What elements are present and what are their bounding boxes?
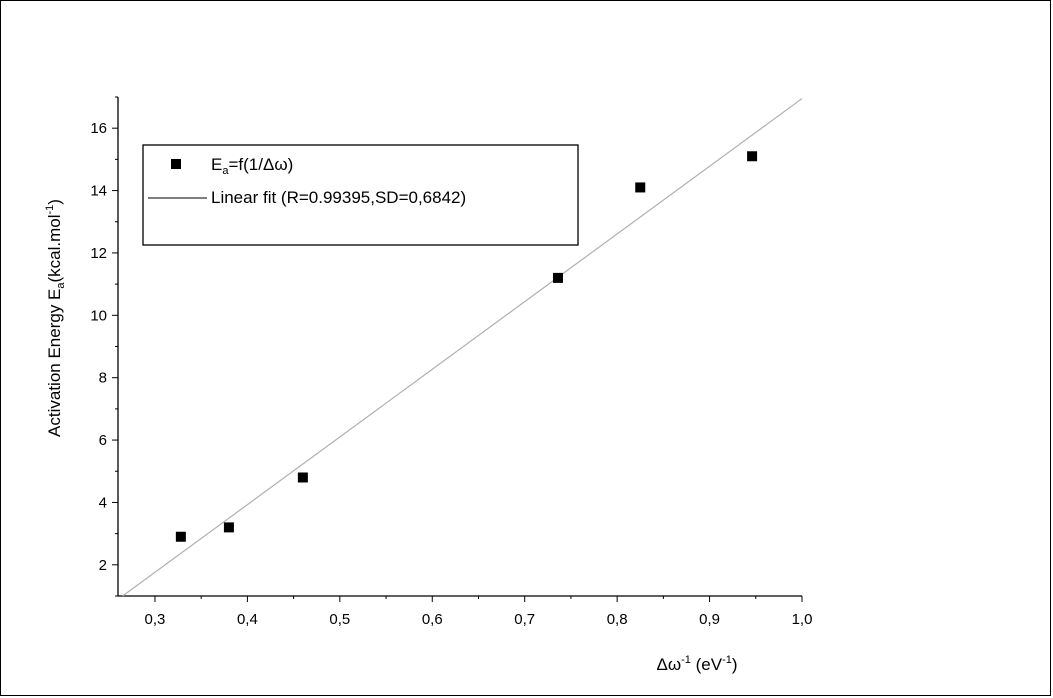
data-point xyxy=(175,531,186,542)
y-tick-label: 2 xyxy=(99,557,107,574)
y-axis-title: Activation Energy Ea(kcal.mol-1) xyxy=(44,199,67,437)
x-tick-label: 0,4 xyxy=(237,611,258,628)
linear-fit-line xyxy=(122,98,803,597)
x-tick-label: 0,7 xyxy=(514,611,535,628)
x-tick-label: 0,3 xyxy=(145,611,166,628)
y-tick-label: 4 xyxy=(99,494,107,511)
data-point xyxy=(297,472,308,483)
y-tick-label: 10 xyxy=(90,307,107,324)
x-tick-label: 0,9 xyxy=(699,611,720,628)
x-tick-label: 0,8 xyxy=(607,611,628,628)
legend-box xyxy=(142,144,579,246)
fit-line-segment xyxy=(122,98,803,597)
legend: Ea=f(1/Δω) Linear fit (R=0.99395,SD=0,68… xyxy=(142,144,579,246)
x-tick-label: 0,5 xyxy=(329,611,350,628)
y-tick-label: 14 xyxy=(90,183,107,200)
y-tick-label: 6 xyxy=(99,432,107,449)
x-tick-label: 0,6 xyxy=(422,611,443,628)
data-point xyxy=(552,272,563,283)
data-point xyxy=(747,151,758,162)
legend-entry-fit: Linear fit (R=0.99395,SD=0,6842) xyxy=(211,188,466,207)
y-tick-label: 16 xyxy=(90,120,107,137)
x-axis-title: Δω-1 (eV-1) xyxy=(656,654,737,674)
data-point xyxy=(635,182,646,193)
x-tick-label: 1,0 xyxy=(792,611,813,628)
legend-marker-square xyxy=(171,159,181,169)
legend-entry-scatter: Ea=f(1/Δω) xyxy=(211,155,293,177)
data-points xyxy=(175,151,758,542)
axes: 0,3 0,4 0,5 0,6 0,7 0,8 0,9 1,0 2 4 6 8 10 12 14 16 xyxy=(90,96,813,628)
y-tick-label: 8 xyxy=(99,370,107,387)
data-point xyxy=(223,522,234,533)
y-tick-label: 12 xyxy=(90,245,107,262)
